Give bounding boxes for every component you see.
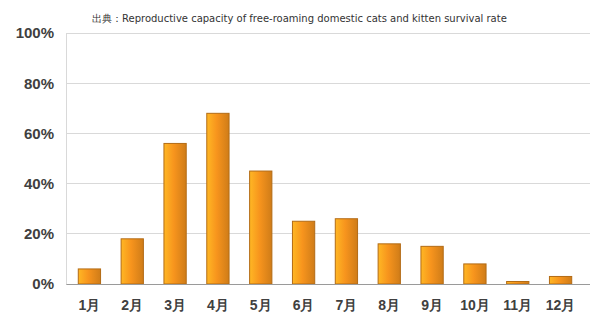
y-tick: 100%: [16, 24, 66, 41]
grid: [66, 33, 590, 284]
bar: [421, 246, 443, 284]
y-tick: 40%: [24, 175, 66, 192]
title: 出典：Reproductive capacity of free-roaming…: [92, 13, 507, 24]
x-tick-label: 5月: [250, 297, 272, 313]
y-tick-label: 80%: [24, 75, 54, 92]
grid-line: [66, 233, 590, 234]
bar: [507, 281, 529, 284]
chart: 0%20%40%60%80%100%1月2月3月4月5月6月7月8月9月10月1…: [0, 0, 600, 331]
x-tick: 11月: [503, 284, 532, 313]
x-axis-line: [69, 284, 583, 285]
x-tick-label: 11月: [503, 297, 532, 313]
x-tick-label: 2月: [121, 297, 143, 313]
y-tick-label: 100%: [16, 24, 54, 41]
x-tick: 2月: [121, 284, 143, 313]
x-tick: 4月: [207, 284, 229, 313]
y-tick: 0%: [32, 275, 66, 292]
x-tick: 6月: [293, 284, 315, 313]
grid-line: [66, 183, 590, 184]
x-tick: 12月: [546, 284, 576, 313]
x-tick-label: 9月: [421, 297, 443, 313]
bar: [164, 143, 186, 284]
y-tick-label: 20%: [24, 225, 54, 242]
y-tick: 60%: [24, 125, 66, 142]
bars: [78, 113, 571, 284]
x-tick: 10月: [460, 284, 490, 313]
x-tick-label: 4月: [207, 297, 229, 313]
y-tick: 80%: [24, 75, 66, 92]
bar: [121, 239, 143, 284]
x-tick: 9月: [421, 284, 443, 313]
x-tick-label: 3月: [164, 297, 186, 313]
bar: [378, 244, 400, 284]
x-tick-label: 7月: [336, 297, 358, 313]
bar: [250, 171, 272, 284]
x-tick: 3月: [164, 284, 186, 313]
bar: [207, 113, 229, 284]
grid-line: [66, 33, 590, 34]
bar: [292, 221, 314, 284]
x-axis: 1月 2月 3月 4月 5月 6月 7月 8月 9月 10月 11月 12月: [69, 284, 583, 313]
bar: [464, 264, 486, 284]
bar: [78, 269, 100, 284]
x-tick: 1月: [79, 284, 101, 313]
y-tick-label: 0%: [32, 275, 54, 292]
x-tick: 8月: [378, 284, 400, 313]
x-tick: 7月: [336, 284, 358, 313]
y-axis: 0% 20% 40% 60% 80% 100%: [16, 24, 67, 292]
y-tick-label: 40%: [24, 175, 54, 192]
x-tick-label: 8月: [378, 297, 400, 313]
bar: [549, 276, 571, 284]
x-tick-label: 12月: [546, 297, 576, 313]
x-tick-label: 6月: [293, 297, 315, 313]
y-tick-label: 60%: [24, 125, 54, 142]
x-tick: 5月: [250, 284, 272, 313]
bar: [335, 219, 357, 284]
grid-line: [66, 133, 590, 134]
x-tick-label: 1月: [79, 297, 101, 313]
y-axis-line: [66, 34, 67, 285]
y-tick: 20%: [24, 225, 66, 242]
x-tick-label: 10月: [460, 297, 490, 313]
grid-line: [66, 83, 590, 84]
